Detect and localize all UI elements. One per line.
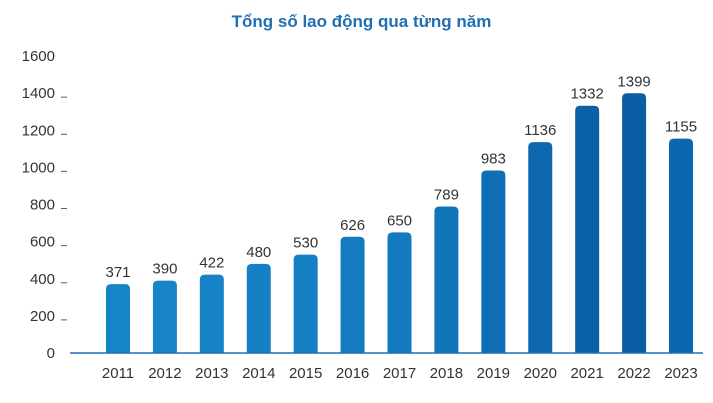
y-tick-label: 1000	[22, 159, 55, 176]
data-label-2016: 626	[340, 217, 365, 234]
y-tick-label: 400	[30, 271, 55, 288]
data-label-2013: 422	[199, 255, 224, 272]
bar-2021	[575, 105, 600, 353]
bar-2018	[434, 206, 459, 353]
x-tick-label-2021: 2021	[570, 365, 603, 382]
x-tick-label-2011: 2011	[102, 365, 134, 382]
data-label-2023: 1155	[665, 119, 697, 136]
data-label-2021: 1332	[570, 86, 603, 103]
y-tick-label: 800	[30, 197, 55, 214]
data-label-2020: 1136	[524, 122, 556, 139]
data-label-2011: 371	[105, 264, 130, 281]
bar-2013	[199, 274, 224, 353]
data-label-2022: 1399	[617, 73, 650, 90]
bar-2017	[387, 232, 412, 353]
chart-title: Tổng số lao động qua từng năm	[231, 12, 492, 31]
bar-2022	[622, 93, 647, 354]
bar-2019	[481, 170, 506, 353]
x-tick-label-2018: 2018	[430, 365, 463, 382]
y-tick-label: 200	[30, 308, 55, 325]
x-tick-label-2023: 2023	[664, 365, 697, 382]
x-tick-label-2017: 2017	[383, 365, 416, 382]
data-label-2019: 983	[481, 151, 506, 168]
x-tick-label-2020: 2020	[524, 365, 557, 382]
y-tick-label: 1400	[22, 85, 55, 102]
data-label-2014: 480	[246, 244, 271, 261]
y-tick-label: 600	[30, 234, 55, 251]
bar-2011	[106, 284, 130, 353]
bar-2014	[246, 263, 271, 353]
x-tick-label-2019: 2019	[477, 365, 510, 382]
x-tick-label-2015: 2015	[289, 365, 322, 382]
y-tick-label: 1200	[22, 122, 55, 139]
x-axis: 2011 2012 2013 2014 2015 2016 2017 2018 2019 2020…	[70, 352, 703, 382]
bars	[106, 93, 693, 354]
x-tick-label-2022: 2022	[617, 365, 650, 382]
data-label-2017: 650	[387, 212, 412, 229]
x-tick-label-2013: 2013	[195, 365, 228, 382]
bar-2020	[528, 142, 553, 353]
data-label-2012: 390	[152, 261, 177, 278]
y-tick-label: 1600	[22, 48, 55, 65]
bar-2012	[152, 280, 177, 353]
bar-2015	[293, 254, 318, 353]
x-tick-label-2012: 2012	[148, 365, 181, 382]
data-label-2018: 789	[434, 187, 459, 204]
bar-2016	[340, 236, 365, 353]
y-axis: 0 200 400 600 800 1000 1200 1400 1600	[22, 48, 67, 362]
value-labels: 371 390 422 480 530 626 650 789 983 1136 1332 1399 1…	[105, 73, 697, 281]
x-tick-label-2016: 2016	[336, 365, 369, 382]
y-tick-label: 0	[47, 345, 55, 362]
x-tick-label-2014: 2014	[242, 365, 275, 382]
bar-2023	[669, 138, 693, 353]
data-label-2015: 530	[293, 235, 318, 252]
